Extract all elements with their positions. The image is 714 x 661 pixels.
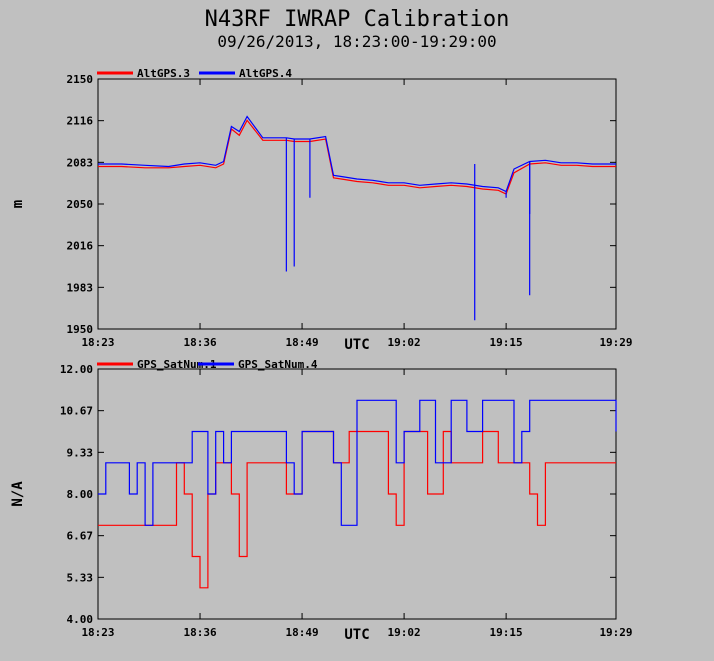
chart-subtitle: 09/26/2013, 18:23:00-19:29:00 bbox=[217, 32, 496, 51]
y-tick-label: 2016 bbox=[67, 240, 94, 253]
y-tick-label: 2050 bbox=[67, 198, 94, 211]
x-tick-label: 19:02 bbox=[388, 626, 421, 639]
y-tick-label: 4.00 bbox=[67, 613, 94, 626]
x-tick-label: 18:23 bbox=[81, 626, 114, 639]
x-tick-label: 18:36 bbox=[183, 336, 216, 349]
x-tick-label: 19:15 bbox=[490, 626, 523, 639]
x-tick-label: 19:29 bbox=[599, 336, 632, 349]
x-tick-label: 18:23 bbox=[81, 336, 114, 349]
x-axis-label: UTC bbox=[344, 337, 369, 353]
y-tick-label: 1983 bbox=[67, 281, 94, 294]
legend-label: AltGPS.3 bbox=[137, 67, 190, 80]
y-axis-label: m bbox=[10, 200, 26, 208]
y-tick-label: 10.67 bbox=[60, 405, 93, 418]
y-tick-label: 1950 bbox=[67, 323, 94, 336]
series-line bbox=[98, 399, 617, 526]
legend-label: GPS_SatNum.4 bbox=[238, 358, 318, 371]
x-tick-label: 19:29 bbox=[599, 626, 632, 639]
x-axis-label: UTC bbox=[344, 627, 369, 643]
x-tick-label: 18:49 bbox=[285, 626, 318, 639]
series-line bbox=[98, 119, 616, 195]
plot-frame bbox=[97, 78, 617, 330]
legend-label: GPS_SatNum.1 bbox=[137, 358, 217, 371]
y-tick-label: 5.33 bbox=[67, 571, 94, 584]
y-tick-label: 6.67 bbox=[67, 530, 94, 543]
x-tick-label: 18:49 bbox=[285, 336, 318, 349]
y-tick-label: 12.00 bbox=[60, 363, 93, 376]
x-tick-label: 19:02 bbox=[388, 336, 421, 349]
y-tick-label: 2083 bbox=[67, 156, 94, 169]
y-tick-label: 2116 bbox=[67, 115, 94, 128]
y-tick-label: 2150 bbox=[67, 73, 94, 86]
y-tick-label: 9.33 bbox=[67, 446, 94, 459]
x-tick-label: 19:15 bbox=[490, 336, 523, 349]
chart-title: N43RF IWRAP Calibration bbox=[205, 7, 510, 32]
y-axis-label: N/A bbox=[10, 481, 26, 507]
legend-label: AltGPS.4 bbox=[239, 67, 292, 80]
x-tick-label: 18:36 bbox=[183, 626, 216, 639]
series-line bbox=[98, 115, 616, 193]
y-tick-label: 8.00 bbox=[67, 488, 94, 501]
